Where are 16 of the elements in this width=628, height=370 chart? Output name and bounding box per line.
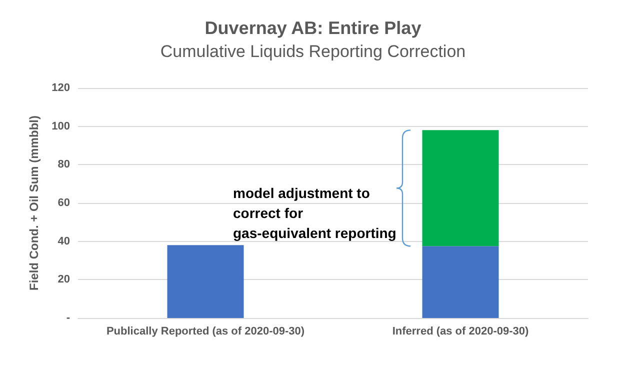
- x-tick-label: Publically Reported (as of 2020-09-30): [106, 326, 305, 338]
- bar: [422, 130, 499, 246]
- y-tick-label: 40: [58, 235, 70, 248]
- y-tick-label: 20: [58, 274, 70, 286]
- y-tick-label: 120: [52, 82, 70, 94]
- x-tick-label: Inferred (as of 2020-09-30): [392, 326, 529, 338]
- y-tick-label: 100: [52, 120, 70, 132]
- chart-title: Duvernay AB: Entire Play: [204, 18, 422, 38]
- bar: [167, 245, 244, 318]
- annotation: model adjustment to correct for gas-equivalent reporting: [233, 185, 396, 241]
- y-tick-label: 60: [58, 197, 70, 209]
- y-axis-title: Field Cond. + Oil Sum (mmbbl): [27, 115, 41, 291]
- bar: [422, 246, 499, 318]
- y-tick-label: -: [66, 312, 70, 324]
- chart-subtitle: Cumulative Liquids Reporting Correction: [160, 42, 466, 61]
- y-tick-label: 80: [58, 158, 70, 171]
